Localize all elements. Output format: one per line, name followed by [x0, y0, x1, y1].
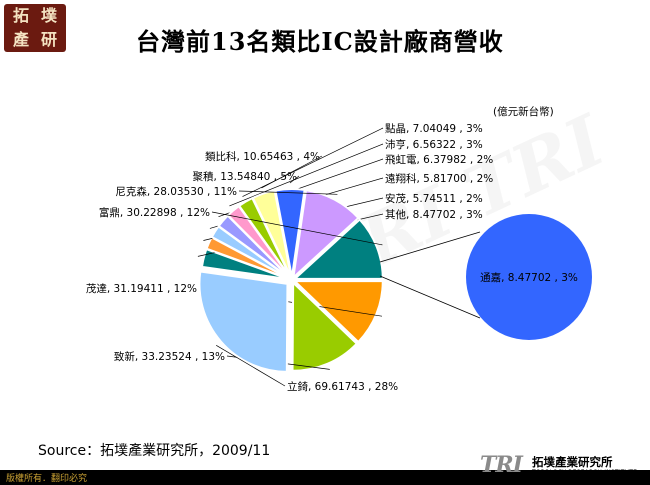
copyright-text: 版權所有．翻印必究	[6, 474, 88, 484]
logo-char: 墣	[40, 6, 57, 25]
pie-slice	[292, 218, 384, 280]
slice-label: 尼克森, 28.03530 , 11%	[115, 185, 237, 198]
slice-label: 茂達, 31.19411 , 12%	[86, 282, 197, 295]
slice-label: 點晶, 7.04049 , 3%	[385, 122, 483, 135]
slice-label: 安茂, 5.74511 , 2%	[385, 192, 483, 205]
leader-line	[261, 155, 323, 189]
leader-line	[238, 190, 338, 195]
connector-line	[379, 231, 481, 263]
page-title: 台灣前13名類比IC設計廠商營收	[136, 27, 504, 56]
logo-char: 產	[12, 30, 29, 49]
leader-line	[211, 211, 383, 246]
tri-logo-text: TRI	[480, 452, 523, 478]
unit-label: (億元新台幣)	[493, 106, 554, 118]
footer-bar	[0, 470, 650, 485]
pie-slice	[292, 280, 384, 344]
exploded-slice	[466, 214, 592, 340]
pie-slice	[198, 270, 289, 373]
leader-line	[216, 344, 286, 387]
pie-slice	[274, 188, 306, 278]
pie-slice	[291, 280, 359, 372]
slice-label: 飛虹電, 6.37982 , 2%	[385, 154, 493, 166]
leader-line	[289, 175, 300, 184]
leader-line	[229, 143, 384, 207]
slice-label: 遠翔科, 5.81700 , 2%	[385, 172, 493, 185]
header-logo: 拓 墣 產 研	[4, 4, 66, 52]
exploded-slice-label: 通嘉, 8.47702 , 3%	[480, 271, 578, 284]
company-name-en: TOPOLOGY RESEARCH INSTITUTE	[532, 469, 638, 476]
company-name: 拓墣產業研究所	[532, 455, 613, 469]
logo-char: 研	[40, 30, 57, 49]
connector-line	[379, 275, 481, 319]
slice-label: 聚積, 13.54840 , 5%	[193, 170, 297, 183]
slice-label: 富鼎, 30.22898 , 12%	[99, 206, 210, 219]
tri-logo: TRI	[480, 452, 523, 478]
slice-label: 類比科, 10.65463 , 4%	[205, 150, 320, 163]
leader-line	[242, 127, 384, 197]
source-note: Source：拓墣產業研究所，2009/11	[38, 443, 271, 459]
logo-char: 拓	[12, 6, 29, 25]
slice-label: 致新, 33.23524 , 13%	[114, 350, 225, 363]
slice-label: 立錡, 69.61743 , 28%	[287, 380, 398, 393]
slice-label: 沛亨, 6.56322 , 3%	[385, 138, 483, 151]
slice-label: 其他, 8.47702 , 3%	[385, 208, 483, 221]
